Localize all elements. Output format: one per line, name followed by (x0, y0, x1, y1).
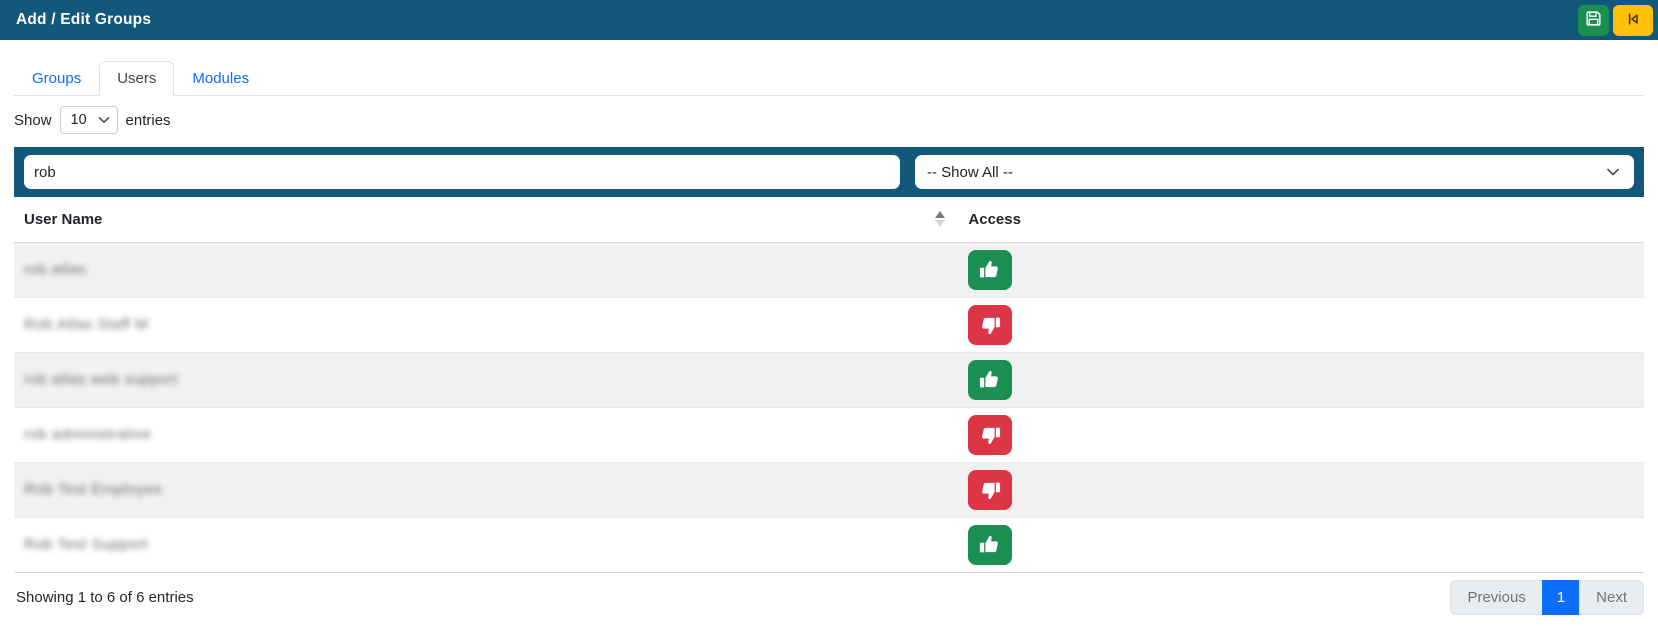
thumb-up-icon (980, 370, 999, 387)
page-title: Add / Edit Groups (16, 11, 152, 28)
access-toggle-button[interactable] (968, 249, 1013, 290)
pagination-previous[interactable]: Previous (1450, 579, 1543, 615)
access-filter-select[interactable]: -- Show All -- (915, 155, 1634, 189)
titlebar-actions (1578, 4, 1653, 36)
floppy-disk-icon (1585, 10, 1602, 30)
save-button[interactable] (1578, 4, 1609, 36)
skip-back-icon (1625, 11, 1641, 30)
pagination-page-1[interactable]: 1 (1541, 579, 1581, 615)
length-menu: Show 10 entries (14, 106, 1644, 134)
access-filter-cell: -- Show All -- (907, 155, 1644, 189)
access-toggle-button[interactable] (968, 414, 1013, 455)
thumb-down-icon (982, 427, 1001, 444)
thumb-down-icon (982, 317, 1001, 334)
length-menu-label-before: Show (14, 111, 52, 129)
tab-groups[interactable]: Groups (32, 70, 82, 87)
entries-info: Showing 1 to 6 of 6 entries (16, 588, 194, 606)
tab-users[interactable]: Users (99, 61, 175, 96)
users-table: User Name Access rob atlas Rob Atlas Sta… (14, 197, 1644, 573)
page-length-select[interactable]: 10 (59, 106, 118, 134)
thumb-up-icon (980, 535, 999, 552)
user-name-cell: Rob Test Employee (24, 481, 163, 498)
table-row: rob atlas web support (14, 352, 1644, 407)
pagination: Previous 1 Next (1450, 579, 1644, 615)
column-header-access: Access (959, 197, 1644, 243)
length-menu-label-after: entries (125, 111, 171, 129)
user-name-cell: rob atlas web support (24, 371, 178, 388)
table-row: Rob Test Employee (14, 462, 1644, 517)
access-toggle-button[interactable] (968, 304, 1013, 345)
user-name-cell: Rob Atlas Staff M (24, 316, 149, 333)
table-row: Rob Test Support (14, 517, 1644, 572)
username-search-input[interactable] (24, 155, 900, 189)
tab-bar: Groups Users Modules (14, 61, 1644, 96)
table-row: rob administrative (14, 407, 1644, 462)
sort-asc-icon (935, 211, 946, 228)
tab-modules[interactable]: Modules (192, 70, 250, 87)
table-row: Rob Atlas Staff M (14, 297, 1644, 352)
thumb-up-icon (980, 260, 999, 277)
user-name-cell: rob atlas (24, 261, 87, 278)
username-filter-cell (14, 155, 907, 189)
user-name-cell: Rob Test Support (24, 536, 148, 553)
table-filter-bar: -- Show All -- (14, 147, 1644, 197)
access-toggle-button[interactable] (968, 524, 1013, 565)
titlebar: Add / Edit Groups (0, 0, 1658, 40)
pagination-next[interactable]: Next (1579, 579, 1644, 615)
access-toggle-button[interactable] (968, 469, 1013, 510)
table-header-row: User Name Access (14, 197, 1644, 243)
column-header-user-name[interactable]: User Name (14, 197, 960, 243)
thumb-down-icon (982, 482, 1001, 499)
access-toggle-button[interactable] (968, 359, 1013, 400)
back-button[interactable] (1613, 4, 1653, 36)
user-name-cell: rob administrative (24, 426, 152, 443)
table-footer: Showing 1 to 6 of 6 entries Previous 1 N… (14, 573, 1644, 615)
table-row: rob atlas (14, 242, 1644, 297)
